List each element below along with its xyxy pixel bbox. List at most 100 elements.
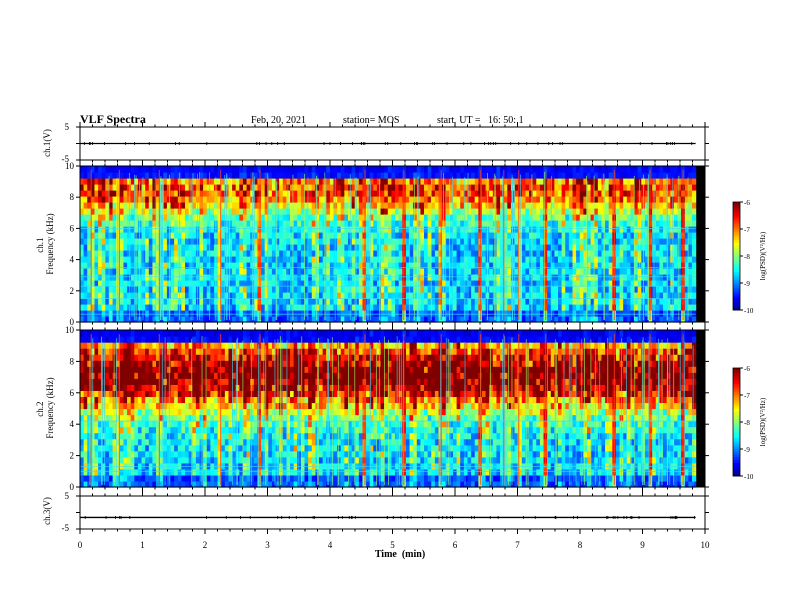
- spectrogram-cell: [445, 214, 450, 221]
- spectrogram-cell: [630, 268, 635, 275]
- spectrogram-cell: [565, 178, 570, 185]
- spectrogram-cell: [673, 196, 679, 203]
- spectrogram-cell: [203, 190, 208, 197]
- spectrogram-cell: [217, 172, 222, 179]
- spectrogram-cell: [692, 214, 697, 221]
- spectrogram-cell: [391, 304, 396, 311]
- spectrogram-cell: [500, 232, 505, 239]
- spectrogram-cell: [384, 220, 389, 227]
- spectrogram-cell: [431, 208, 436, 215]
- spectrogram-cell: [203, 292, 208, 299]
- spectrogram-cell: [402, 202, 407, 209]
- spectrogram-cell: [123, 256, 128, 263]
- spectrogram-cell: [405, 286, 411, 293]
- spectrogram-cell: [442, 274, 447, 281]
- spectrogram-cell: [271, 310, 277, 317]
- spectrogram-cell: [373, 268, 378, 275]
- spectrogram-cell: [253, 214, 259, 221]
- spectrogram-cell: [619, 238, 624, 245]
- spectrogram-cell: [329, 196, 335, 203]
- spectrogram-cell: [670, 196, 675, 203]
- spectrogram-cell: [471, 220, 476, 227]
- spectrogram-cell: [489, 178, 494, 185]
- spectrogram-cell: [387, 220, 393, 227]
- spectrogram-cell: [87, 298, 92, 305]
- spectrogram-cell: [308, 274, 313, 281]
- spectrogram-cell: [329, 220, 335, 227]
- spectrogram-cell: [242, 310, 248, 317]
- spectrogram-cell: [692, 274, 697, 281]
- spectrogram-cell: [304, 190, 309, 197]
- spectrogram-cell: [181, 196, 186, 203]
- spectrogram-cell: [547, 316, 552, 323]
- spectrogram-cell: [112, 244, 117, 251]
- spectrogram-cell: [286, 316, 291, 323]
- spectrogram-cell: [424, 220, 429, 227]
- spectrogram-cell: [152, 256, 157, 263]
- spectrogram-cell: [449, 208, 454, 215]
- spectrogram-cell: [420, 220, 425, 227]
- spectrogram-cell: [434, 292, 440, 299]
- spectrogram-cell: [500, 292, 505, 299]
- spectrogram-cell: [228, 172, 233, 179]
- spectrogram-cell: [80, 304, 85, 311]
- spectrogram-cell: [568, 166, 574, 173]
- spectrogram-cell: [355, 202, 360, 209]
- spectrogram-cell: [666, 298, 671, 305]
- spectrogram-cell: [391, 292, 396, 299]
- spectrogram-cell: [395, 286, 400, 293]
- spectrogram-cell: [424, 262, 429, 269]
- spectrogram-cell: [358, 304, 364, 311]
- spectrogram-cell: [586, 172, 592, 179]
- spectrogram-cell: [98, 268, 103, 275]
- spectrogram-cell: [395, 184, 400, 191]
- spectrogram-cell: [108, 310, 114, 317]
- spectrogram-cell: [572, 286, 577, 293]
- spectrogram-cell: [145, 292, 150, 299]
- spectrogram-cell: [80, 438, 85, 446]
- spectrogram-cell: [268, 232, 273, 239]
- spectrogram-cell: [496, 238, 501, 245]
- spectrogram-cell: [576, 184, 581, 191]
- spectrogram-cell: [467, 304, 472, 311]
- spectrogram-cell: [670, 280, 675, 287]
- spectrogram-cell: [384, 184, 389, 191]
- spectrogram-cell: [351, 238, 356, 245]
- spectrogram-cell: [565, 280, 570, 287]
- spectrogram-cell: [123, 244, 128, 251]
- spectrogram-cell: [521, 172, 527, 179]
- spectrogram-cell: [460, 178, 465, 185]
- spectrogram-cell: [80, 238, 85, 245]
- spectrogram-cell: [174, 196, 179, 203]
- spectrogram-cell: [141, 286, 146, 293]
- spectrogram-cell: [605, 238, 610, 245]
- spectrogram-cell: [253, 184, 259, 191]
- figure-title: VLF Spectra: [80, 112, 146, 126]
- spectrogram-cell: [112, 196, 117, 203]
- spectrogram-cell: [670, 190, 675, 197]
- spectrogram-cell: [344, 220, 349, 227]
- spectrogram-cell: [561, 256, 566, 263]
- spectrogram-cell: [228, 202, 233, 209]
- spectrogram-cell: [384, 262, 389, 269]
- spectrogram-cell: [452, 226, 458, 233]
- spectrogram-cell: [311, 208, 316, 215]
- spectrogram-cell: [235, 292, 240, 299]
- spectrogram-cell: [409, 244, 414, 251]
- spectrogram-cell: [116, 184, 121, 191]
- spectrogram-cell: [181, 268, 186, 275]
- spectrogram-cell: [626, 292, 632, 299]
- spectrogram-cell: [677, 250, 682, 257]
- spectrogram-cell: [547, 274, 552, 281]
- spectrogram-cell: [304, 202, 309, 209]
- spectrogram-cell: [101, 304, 106, 311]
- spectrogram-cell: [137, 208, 143, 215]
- spectrogram-cell: [83, 342, 88, 349]
- spectrogram-cell: [174, 202, 179, 209]
- spectrogram-cell: [532, 208, 537, 215]
- spectrogram-cell: [232, 232, 237, 239]
- spectrogram-cell: [373, 298, 378, 305]
- spectrogram-cell: [101, 480, 106, 488]
- spectrogram-cell: [80, 480, 85, 488]
- spectrogram-cell: [395, 202, 400, 209]
